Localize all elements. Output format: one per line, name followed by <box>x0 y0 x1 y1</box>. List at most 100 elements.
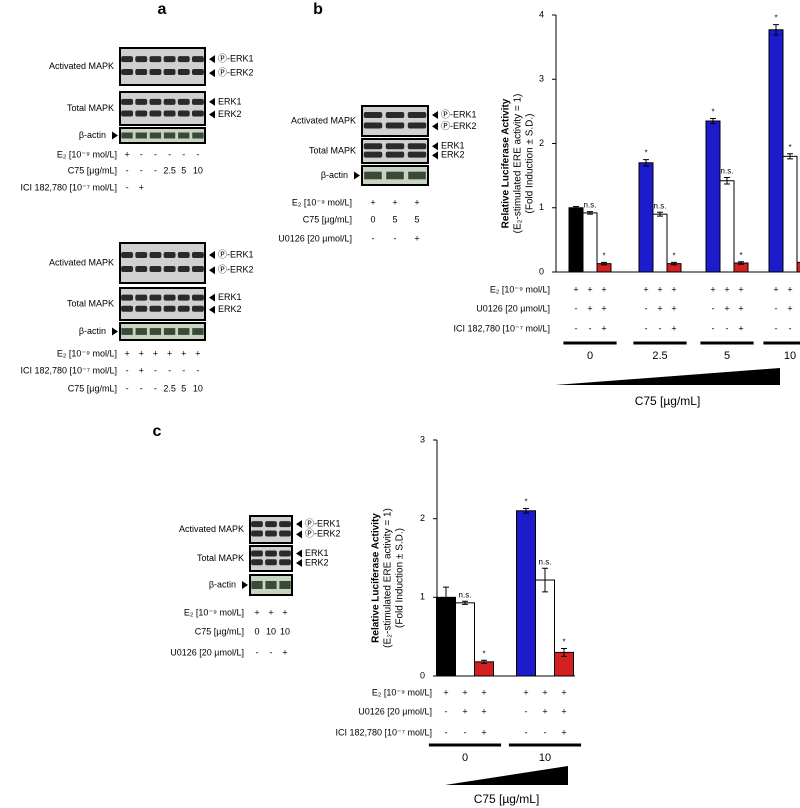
error-bar <box>710 117 716 125</box>
treatment-value: 10 <box>280 626 290 636</box>
blot-band <box>251 581 263 589</box>
blot-band <box>251 550 263 557</box>
blot-band <box>121 266 134 272</box>
treatment-value: 5 <box>414 214 419 224</box>
x-tick-label: 0 <box>587 350 593 362</box>
blot-label: β-actin <box>209 579 236 589</box>
blot-band <box>178 132 190 139</box>
marker-label: ERK2 <box>218 304 242 314</box>
significance-label: * <box>524 498 527 507</box>
treatment-label: U0126 [20 µmol/L] <box>358 706 432 716</box>
blot-band <box>363 112 383 118</box>
bar <box>455 602 475 677</box>
blot-label: Total MAPK <box>67 298 114 308</box>
treatment-value: 10 <box>266 626 276 636</box>
treatment-value: + <box>282 607 287 617</box>
bar <box>652 213 668 273</box>
y-axis-label: (Fold Induction ± S.D.) <box>525 114 536 214</box>
treatment-value: - <box>712 303 715 313</box>
treatment-label: C75 [µg/mL] <box>303 214 352 224</box>
arrow <box>209 97 215 106</box>
blot-band <box>385 122 405 129</box>
arrow <box>209 266 215 275</box>
treatment-value: + <box>542 687 547 697</box>
treatment-value: + <box>671 284 676 294</box>
treatment-value: - <box>154 149 157 159</box>
treatment-label: E₂ [10⁻⁹ mol/L] <box>57 348 117 358</box>
treatment-value: 5 <box>181 165 186 175</box>
blot-frame <box>119 47 206 86</box>
treatment-value: - <box>140 383 143 393</box>
treatment-value: + <box>561 706 566 716</box>
y-tick-label: 2 <box>539 138 544 148</box>
arrow <box>209 110 215 119</box>
blot-label: Total MAPK <box>67 103 114 113</box>
treatment-value: + <box>738 284 743 294</box>
blot-band <box>265 521 277 528</box>
arrow <box>242 581 248 589</box>
blot-label: Total MAPK <box>309 145 356 155</box>
treatment-value: - <box>645 323 648 333</box>
significance-label: * <box>672 251 675 260</box>
y-tick-label: 3 <box>420 434 425 444</box>
treatment-value: + <box>481 687 486 697</box>
blot-band <box>177 98 190 105</box>
blot-band <box>251 521 263 528</box>
treatment-value: - <box>445 727 448 737</box>
treatment-value: 5 <box>392 214 397 224</box>
treatment-value: + <box>414 233 419 243</box>
blot-frame <box>119 91 206 126</box>
treatment-value: - <box>140 165 143 175</box>
error-bar <box>601 261 607 266</box>
treatment-label: E₂ [10⁻⁹ mol/L] <box>372 687 432 697</box>
blot-label: Total MAPK <box>197 553 244 563</box>
y-axis-label: Relative Luciferase Activity <box>501 98 512 228</box>
treatment-value: + <box>195 348 200 358</box>
blot-frame <box>361 138 429 164</box>
treatment-value: - <box>544 727 547 737</box>
blot-band <box>177 56 190 63</box>
blot-frame <box>119 242 206 284</box>
blot-band <box>407 112 427 118</box>
arrow <box>296 559 302 567</box>
treatment-value: + <box>414 197 419 207</box>
bar <box>638 162 654 273</box>
treatment-value: - <box>726 323 729 333</box>
treatment-label: E₂ [10⁻⁹ mol/L] <box>490 284 550 294</box>
y-axis-label: (E₂-stimulated ERE activity = 1) <box>383 508 394 648</box>
treatment-value: 0 <box>370 214 375 224</box>
bar <box>705 120 721 273</box>
blot-band <box>177 110 190 117</box>
blot-band <box>163 132 176 139</box>
arrow <box>209 251 215 259</box>
treatment-label: E₂ [10⁻⁹ mol/L] <box>57 149 117 159</box>
bar <box>516 510 536 677</box>
treatment-value: - <box>154 165 157 175</box>
treatment-value: - <box>394 233 397 243</box>
blot-band <box>121 294 134 301</box>
blot-band <box>135 98 148 105</box>
treatment-value: + <box>787 284 792 294</box>
significance-label: * <box>774 14 777 23</box>
treatment-value: - <box>525 727 528 737</box>
treatment-value: + <box>392 197 397 207</box>
blot-band <box>407 151 427 158</box>
treatment-label: C75 [µg/mL] <box>68 383 117 393</box>
error-bar <box>523 507 529 514</box>
treatment-value: - <box>196 365 199 375</box>
treatment-value: + <box>601 303 606 313</box>
blot-band <box>385 112 405 118</box>
significance-label: n.s. <box>721 167 734 176</box>
treatment-label: U0126 [20 µmol/L] <box>278 233 352 243</box>
y-axis-label: (E₂-stimulated ERE activity = 1) <box>513 94 524 234</box>
treatment-value: + <box>657 303 662 313</box>
treatment-value: + <box>124 348 129 358</box>
error-bar <box>787 153 793 160</box>
blot-frame <box>249 515 293 544</box>
x-tick-label: 5 <box>724 350 730 362</box>
blot-band <box>407 143 427 150</box>
blot-band <box>279 521 291 528</box>
blot-band <box>177 266 190 272</box>
arrow <box>432 142 438 151</box>
